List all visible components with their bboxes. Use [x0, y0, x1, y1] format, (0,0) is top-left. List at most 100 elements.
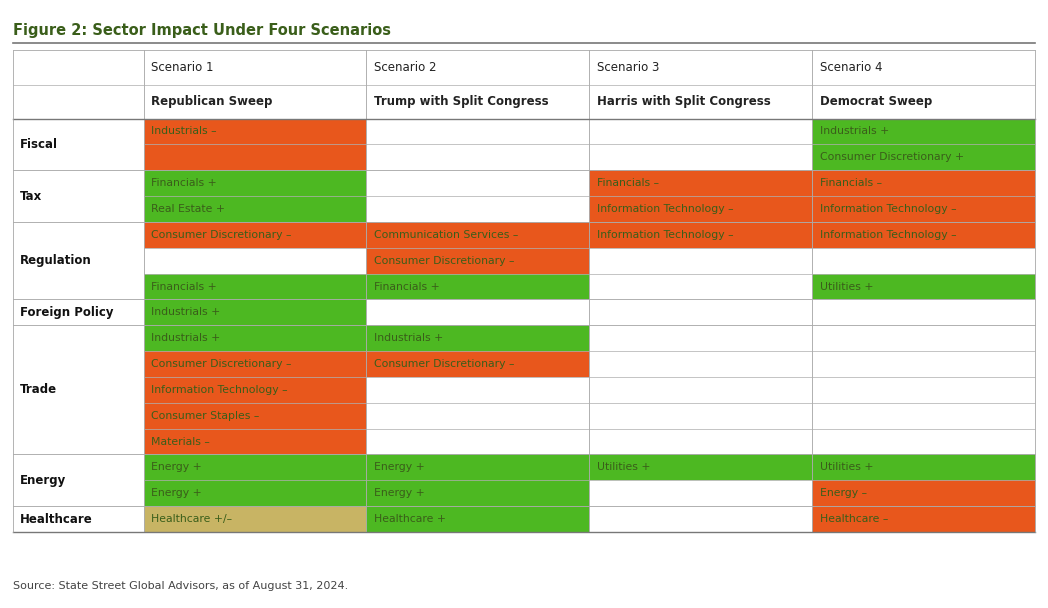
Bar — [812, 325, 1035, 351]
Bar — [144, 403, 367, 429]
Text: Healthcare +/–: Healthcare +/– — [151, 514, 232, 524]
Text: Industrials –: Industrials – — [151, 126, 217, 136]
Bar — [144, 480, 367, 506]
Text: Fiscal: Fiscal — [20, 138, 58, 151]
Bar — [13, 119, 144, 170]
Text: Utilities +: Utilities + — [596, 463, 651, 472]
Bar — [812, 351, 1035, 377]
Bar — [144, 85, 367, 119]
Bar — [812, 506, 1035, 532]
Text: Healthcare +: Healthcare + — [374, 514, 445, 524]
Text: Consumer Discretionary –: Consumer Discretionary – — [374, 359, 515, 369]
Bar — [812, 403, 1035, 429]
Bar — [589, 170, 812, 196]
Text: Source: State Street Global Advisors, as of August 31, 2024.: Source: State Street Global Advisors, as… — [13, 581, 348, 591]
Bar — [367, 145, 589, 170]
Bar — [812, 454, 1035, 480]
Text: Trump with Split Congress: Trump with Split Congress — [374, 95, 548, 108]
Text: Scenario 2: Scenario 2 — [374, 61, 436, 74]
Text: Industrials +: Industrials + — [820, 126, 889, 136]
Bar — [589, 222, 812, 248]
Bar — [589, 274, 812, 299]
Text: Scenario 1: Scenario 1 — [151, 61, 214, 74]
Bar — [367, 506, 589, 532]
Bar — [589, 325, 812, 351]
Text: Utilities +: Utilities + — [820, 282, 873, 291]
Bar — [367, 85, 589, 119]
Text: Consumer Discretionary –: Consumer Discretionary – — [374, 256, 515, 266]
Text: Utilities +: Utilities + — [820, 463, 873, 472]
Bar — [367, 429, 589, 454]
Bar — [144, 351, 367, 377]
Bar — [589, 50, 812, 85]
Bar — [812, 377, 1035, 402]
Bar — [367, 454, 589, 480]
Text: Consumer Staples –: Consumer Staples – — [151, 411, 259, 421]
Bar — [812, 429, 1035, 454]
Text: Energy +: Energy + — [151, 488, 201, 498]
Bar — [812, 145, 1035, 170]
Bar — [367, 248, 589, 274]
Bar — [13, 506, 144, 532]
Bar — [812, 170, 1035, 196]
Bar — [144, 196, 367, 222]
Text: Energy –: Energy – — [820, 488, 867, 498]
Bar — [589, 196, 812, 222]
Text: Financials –: Financials – — [596, 178, 659, 188]
Text: Financials +: Financials + — [151, 178, 217, 188]
Bar — [589, 506, 812, 532]
Text: Information Technology –: Information Technology – — [151, 385, 287, 395]
Bar — [367, 222, 589, 248]
Text: Figure 2: Sector Impact Under Four Scenarios: Figure 2: Sector Impact Under Four Scena… — [13, 23, 391, 38]
Bar — [144, 506, 367, 532]
Text: Industrials +: Industrials + — [374, 333, 443, 343]
Text: Information Technology –: Information Technology – — [820, 230, 957, 240]
Text: Industrials +: Industrials + — [151, 333, 220, 343]
Text: Industrials +: Industrials + — [151, 308, 220, 317]
Text: Information Technology –: Information Technology – — [596, 230, 734, 240]
Bar — [144, 248, 367, 274]
Bar — [589, 454, 812, 480]
Bar — [367, 351, 589, 377]
Text: Regulation: Regulation — [20, 254, 91, 267]
Text: Materials –: Materials – — [151, 437, 210, 446]
Text: Financials +: Financials + — [151, 282, 217, 291]
Text: Consumer Discretionary –: Consumer Discretionary – — [151, 359, 291, 369]
Text: Consumer Discretionary –: Consumer Discretionary – — [151, 230, 291, 240]
Bar — [812, 50, 1035, 85]
Bar — [367, 480, 589, 506]
Bar — [13, 454, 144, 506]
Bar — [589, 403, 812, 429]
Bar — [144, 50, 367, 85]
Bar — [589, 85, 812, 119]
Text: Trade: Trade — [20, 384, 57, 396]
Bar — [367, 119, 589, 145]
Text: Tax: Tax — [20, 190, 42, 202]
Text: Energy +: Energy + — [374, 488, 424, 498]
Bar — [13, 325, 144, 454]
Bar — [812, 85, 1035, 119]
Text: Harris with Split Congress: Harris with Split Congress — [596, 95, 770, 108]
Bar — [812, 248, 1035, 274]
Bar — [589, 300, 812, 325]
Bar — [589, 351, 812, 377]
Text: Healthcare –: Healthcare – — [820, 514, 888, 524]
Bar — [812, 300, 1035, 325]
Bar — [367, 325, 589, 351]
Bar — [367, 377, 589, 402]
Text: Information Technology –: Information Technology – — [596, 204, 734, 214]
Text: Healthcare: Healthcare — [20, 513, 92, 525]
Bar — [589, 429, 812, 454]
Bar — [367, 196, 589, 222]
Bar — [367, 274, 589, 299]
Bar — [144, 222, 367, 248]
Bar — [367, 50, 589, 85]
Bar — [589, 119, 812, 145]
Bar — [13, 50, 144, 85]
Bar — [367, 170, 589, 196]
Bar — [812, 119, 1035, 145]
Bar — [144, 145, 367, 170]
Text: Scenario 4: Scenario 4 — [820, 61, 882, 74]
Text: Foreign Policy: Foreign Policy — [20, 306, 113, 319]
Bar — [367, 300, 589, 325]
